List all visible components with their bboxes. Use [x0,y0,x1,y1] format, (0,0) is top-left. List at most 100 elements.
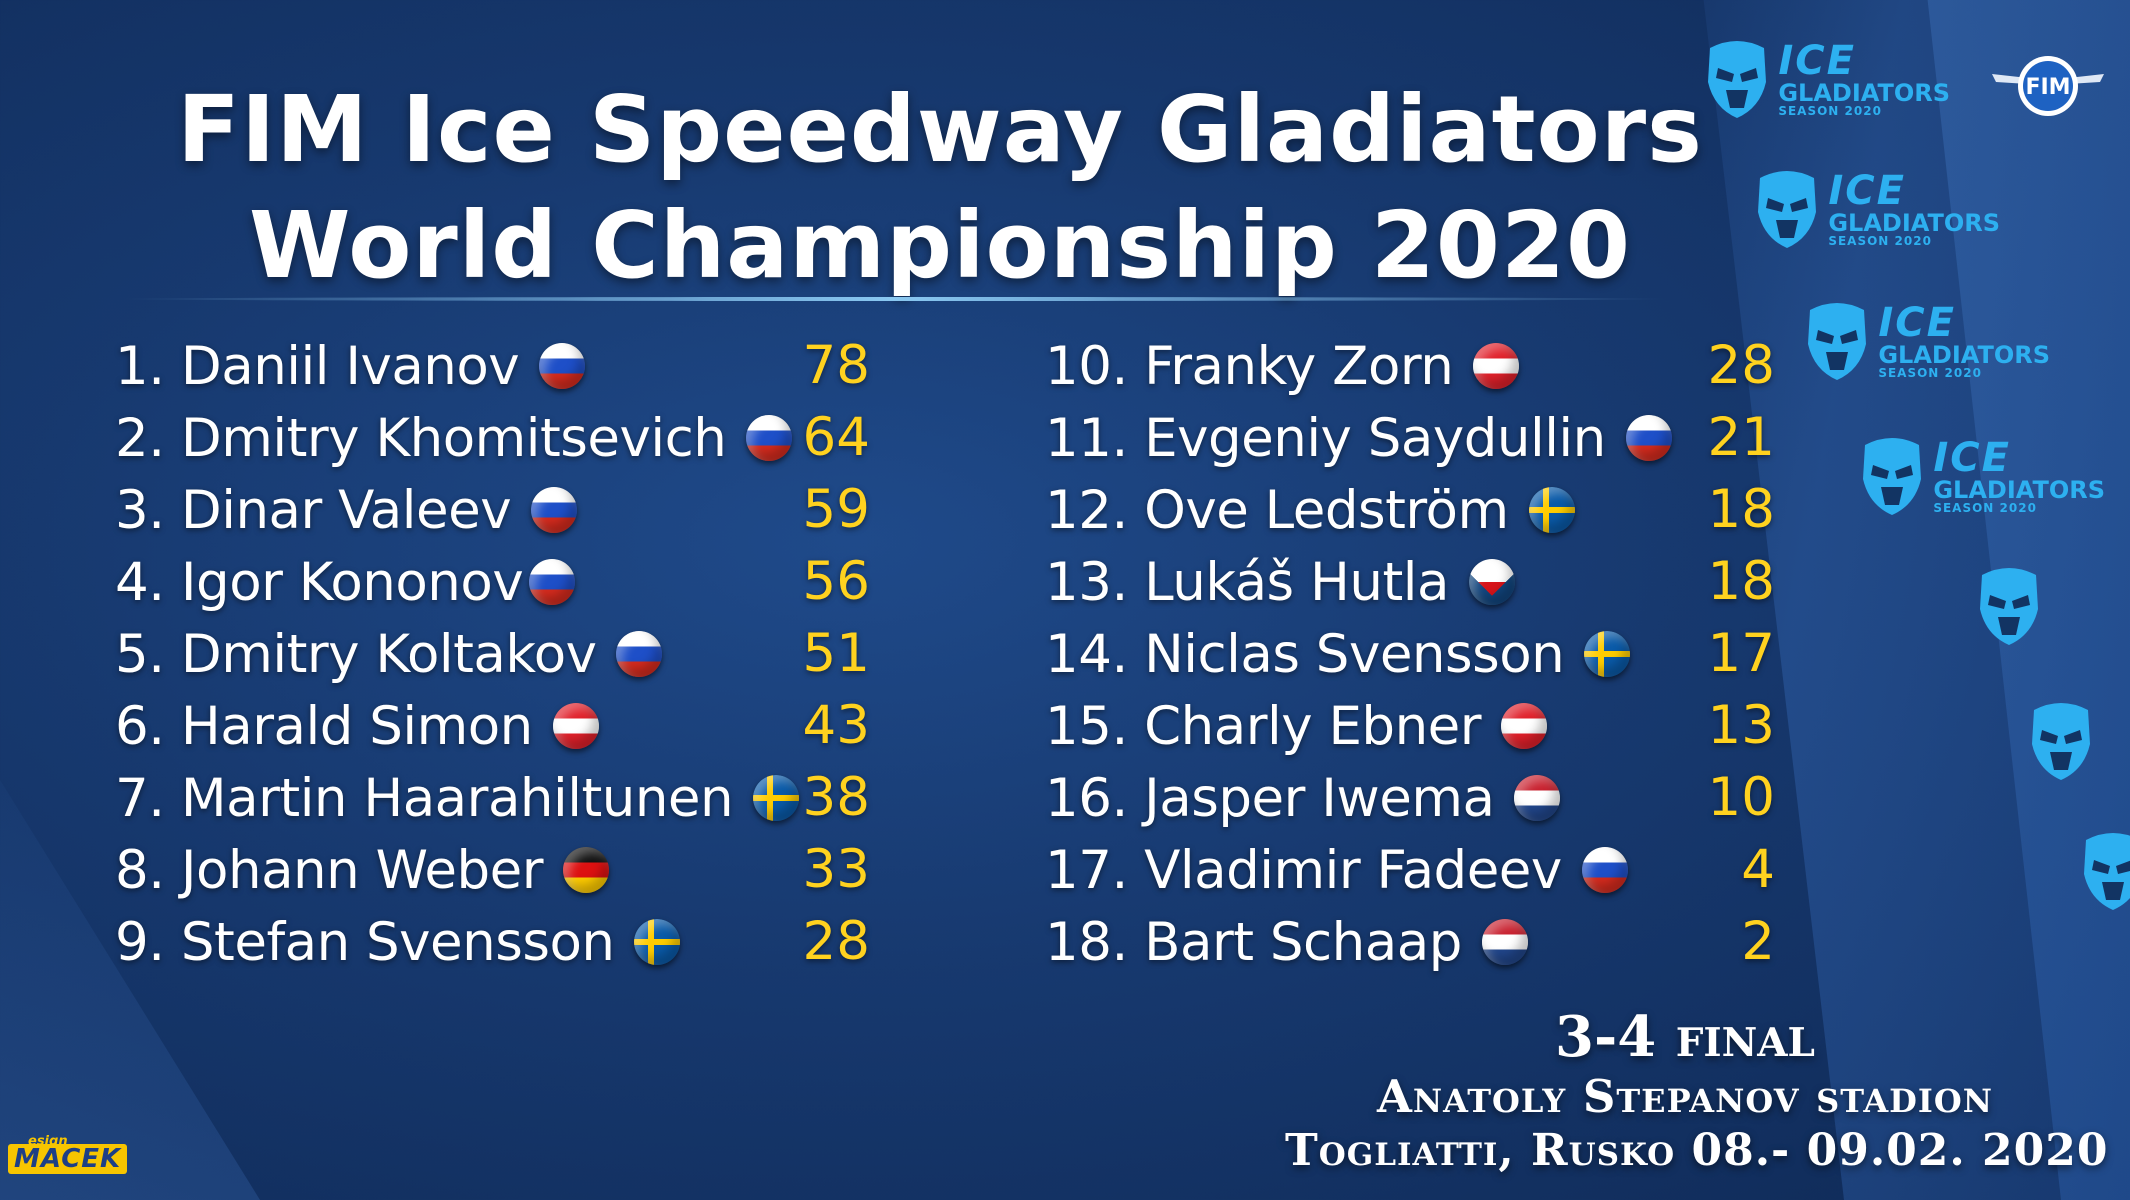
watermark-main: MACEK [8,1144,128,1174]
designer-watermark: esign MACEK [8,1134,128,1174]
gladiator-helmet-icon [1980,568,2038,645]
title-line-2: World Championship 2020 [249,192,1631,299]
standing-row: 9. Stefan Svensson 28 [115,906,895,978]
rider-name: 11. Evgeniy Saydullin [1045,407,1606,469]
rider-name: 7. Martin Haarahiltunen [115,767,734,829]
standing-row: 1. Daniil Ivanov 78 [115,330,895,402]
event-place-dates: Togliatti, Rusko 08.- 09.02. 2020 [1285,1125,2109,1176]
germany-flag-icon [563,847,610,893]
logo-season: SEASON 2020 [1778,104,1882,118]
rider-name: 14. Niclas Svensson [1045,623,1565,685]
rider-points: 17 [1707,623,1775,684]
rider-name: 13. Lukáš Hutla [1045,551,1449,613]
standing-row: 10. Franky Zorn 28 [1045,330,1775,402]
gladiators-logo [2080,830,2130,912]
rider-points: 4 [1741,839,1775,900]
gladiators-logo [1976,565,2042,647]
russia-flag-icon [531,487,578,533]
logo-word-gladiators: GLADIATORS [1878,341,2050,369]
gladiator-helmet-icon [1758,171,1817,248]
rider-name: 5. Dmitry Koltakov [115,623,597,685]
rider-name: 12. Ove Ledström [1045,479,1509,541]
russia-flag-icon [616,631,663,677]
standing-row: 8. Johann Weber 33 [115,834,895,906]
logo-word-ice: ICE [1778,38,1856,84]
watermark-sub: esign [28,1134,68,1149]
logo-word-ice: ICE [1878,300,1956,346]
rider-name: 10. Franky Zorn [1045,335,1454,397]
logo-column: ICE GLADIATORS SEASON 2020 ICE GLADIATOR… [1670,0,2130,1200]
rider-points: 18 [1707,479,1775,540]
rider-points: 18 [1707,551,1775,612]
gladiator-helmet-icon [2084,833,2130,910]
gladiators-logo: ICE GLADIATORS SEASON 2020 [1804,300,2050,382]
rider-points: 43 [802,695,870,756]
netherlands-flag-icon [1481,919,1528,965]
logo-word-ice: ICE [1933,435,2011,481]
rider-name: 1. Daniil Ivanov [115,335,520,397]
gladiators-logo: ICE GLADIATORS SEASON 2020 [1754,168,2000,250]
gladiators-logo [2028,700,2094,782]
russia-flag-icon [529,559,576,605]
rider-points: 38 [802,767,870,828]
logo-word-gladiators: GLADIATORS [1933,476,2105,504]
rider-name: 15. Charly Ebner [1045,695,1482,757]
gladiator-helmet-icon [1708,41,1767,118]
sweden-flag-icon [1584,631,1631,677]
rider-name: 16. Jasper Iwema [1045,767,1495,829]
standing-row: 18. Bart Schaap 2 [1045,906,1775,978]
rider-name: 3. Dinar Valeev [115,479,512,541]
gladiator-helmet-icon [2032,703,2090,780]
netherlands-flag-icon [1514,775,1561,821]
russia-flag-icon [1581,847,1628,893]
event-info: 3-4 final Anatoly Stepanov stadion Togli… [1285,1004,2109,1177]
standings-column-left: 1. Daniil Ivanov 78 2. Dmitry Khomitsevi… [115,330,895,978]
rider-name: 9. Stefan Svensson [115,911,615,973]
rider-name: 4. Igor Kononov [115,551,524,613]
standing-row: 2. Dmitry Khomitsevich 64 [115,402,895,474]
standing-row: 3. Dinar Valeev 59 [115,474,895,546]
rider-points: 10 [1707,767,1775,828]
standing-row: 5. Dmitry Koltakov 51 [115,618,895,690]
rider-name: 2. Dmitry Khomitsevich [115,407,727,469]
russia-flag-icon [539,343,586,389]
logo-season: SEASON 2020 [1933,501,2037,515]
rider-points: 2 [1741,911,1775,972]
logo-word-gladiators: GLADIATORS [1828,209,2000,237]
fim-logo-text: FIM [2025,75,2070,100]
standing-row: 11. Evgeniy Saydullin 21 [1045,402,1775,474]
czech-flag-icon [1468,559,1515,605]
gladiator-helmet-icon [1863,438,1922,515]
standing-row: 15. Charly Ebner 13 [1045,690,1775,762]
rider-name: 17. Vladimir Fadeev [1045,839,1562,901]
russia-flag-icon [746,415,793,461]
logo-word-ice: ICE [1828,168,1906,214]
standings-column-right: 10. Franky Zorn 28 11. Evgeniy Saydullin… [1045,330,1775,978]
gladiators-logo: ICE GLADIATORS SEASON 2020 [1859,435,2105,517]
logo-season: SEASON 2020 [1828,234,1932,248]
standing-row: 6. Harald Simon 43 [115,690,895,762]
standing-row: 17. Vladimir Fadeev 4 [1045,834,1775,906]
austria-flag-icon [1473,343,1520,389]
austria-flag-icon [1501,703,1548,749]
rider-name: 6. Harald Simon [115,695,533,757]
gladiator-helmet-icon [1808,303,1867,380]
logo-word-gladiators: GLADIATORS [1778,79,1950,107]
rider-points: 13 [1707,695,1775,756]
event-round: 3-4 final [1555,1004,1815,1070]
standing-row: 7. Martin Haarahiltunen 38 [115,762,895,834]
page-title: FIM Ice Speedway Gladiators World Champi… [0,72,1880,304]
rider-name: 18. Bart Schaap [1045,911,1462,973]
rider-name: 8. Johann Weber [115,839,544,901]
standing-row: 13. Lukáš Hutla 18 [1045,546,1775,618]
rider-points: 33 [802,839,870,900]
rider-points: 51 [802,623,870,684]
logo-season: SEASON 2020 [1878,366,1982,380]
rider-points: 28 [1707,335,1775,396]
sweden-flag-icon [753,775,800,821]
rider-points: 56 [802,551,870,612]
fim-logo-icon: FIM [1992,56,2104,116]
title-divider [120,297,1670,301]
rider-points: 78 [802,335,870,396]
standing-row: 14. Niclas Svensson 17 [1045,618,1775,690]
